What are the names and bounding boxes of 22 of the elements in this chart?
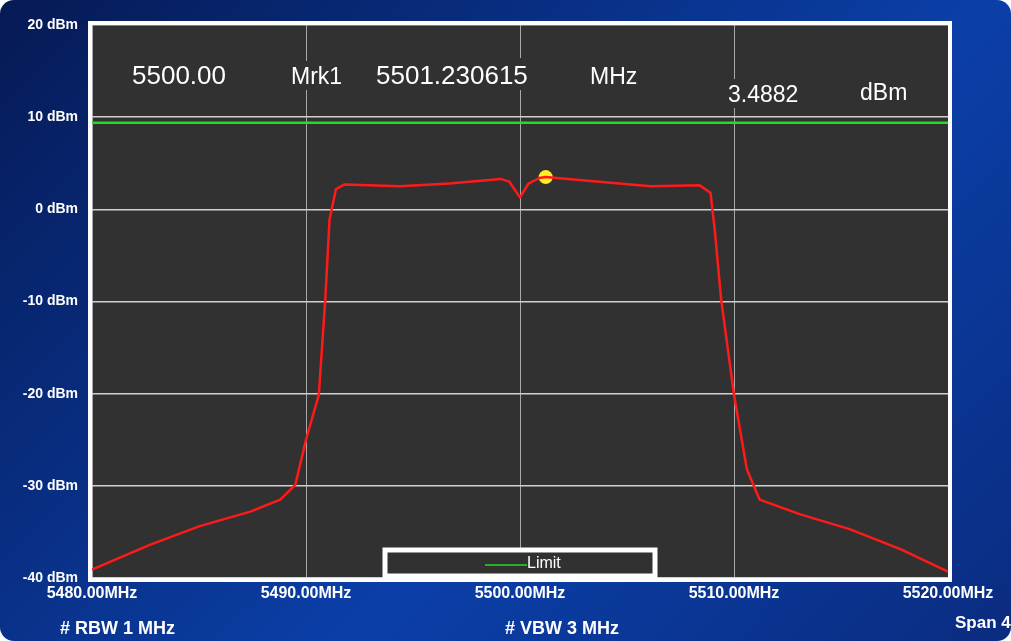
y-tick-label: 10 dBm (27, 108, 78, 125)
text: # VBW 3 MHz (505, 618, 620, 638)
y-tick-label: -20 dBm (22, 384, 78, 401)
x-tick-label: 5520.00MHz (902, 584, 994, 602)
text: Span 4 (955, 613, 1011, 632)
text: # RBW 1 MHz (60, 618, 176, 638)
x-tick-label: 5480.00MHz (46, 584, 138, 602)
y-tick-label: -10 dBm (22, 292, 78, 309)
y-tick-label: 20 dBm (27, 15, 78, 32)
y-tick-label: -40 dBm (22, 568, 78, 585)
annotation: 5500.00 (132, 60, 226, 90)
annotation: 5501.230615 (376, 60, 528, 90)
x-tick-label: 5500.00MHz (474, 584, 566, 602)
legend-label: Limit (527, 554, 562, 572)
annotation: MHz (590, 63, 638, 89)
x-tick-label: 5490.00MHz (260, 584, 352, 602)
annotation: Mrk1 (291, 63, 343, 89)
x-tick-label: 5510.00MHz (688, 584, 780, 602)
y-tick-label: -30 dBm (22, 476, 78, 493)
annotation: 3.4882 (728, 81, 799, 107)
y-tick-label: 0 dBm (35, 200, 78, 217)
annotation: dBm (860, 79, 908, 105)
